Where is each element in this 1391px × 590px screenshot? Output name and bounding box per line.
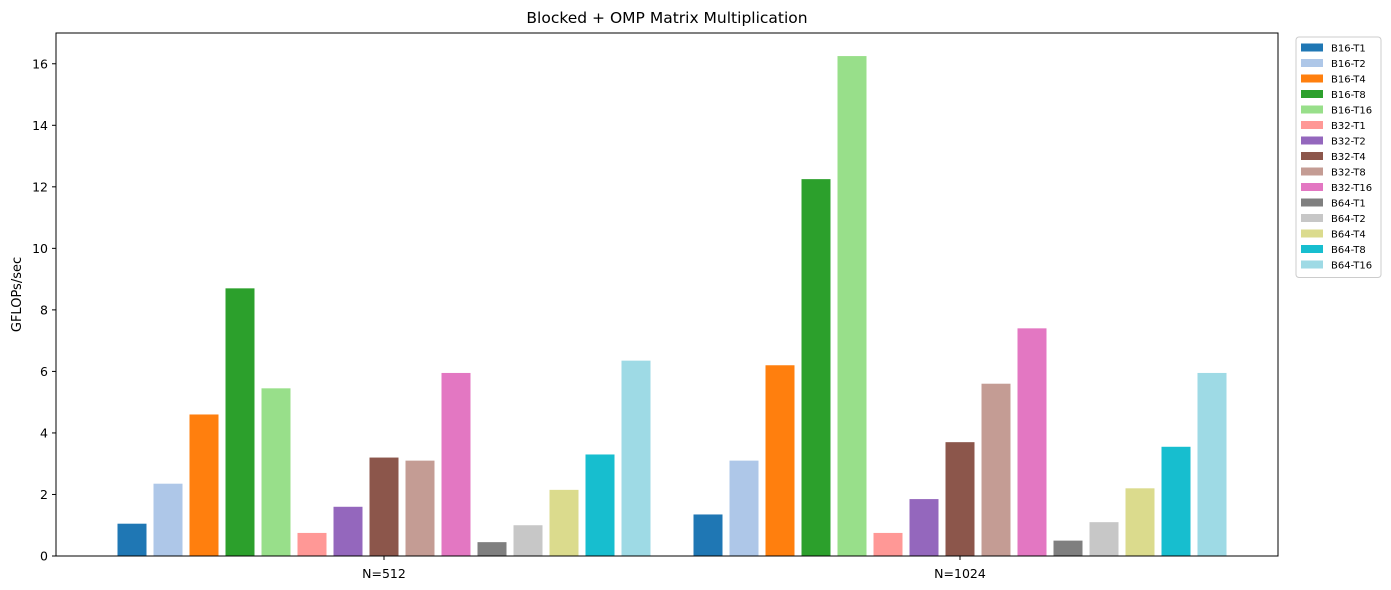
x-tick-label: N=512 [362, 566, 406, 581]
bar-b64-t1-n512 [477, 542, 507, 556]
legend-label: B32-T16 [1331, 183, 1372, 194]
bar-b16-t16-n1024 [837, 56, 867, 557]
bar-b16-t4-n512 [189, 414, 219, 556]
legend-swatch [1301, 245, 1323, 253]
bar-b32-t4-n512 [369, 457, 399, 556]
bar-b32-t1-n512 [297, 532, 327, 556]
legend-label: B32-T4 [1331, 152, 1366, 163]
legend-label: B16-T2 [1331, 59, 1366, 70]
bar-b16-t2-n1024 [729, 460, 759, 556]
bar-b16-t1-n1024 [693, 514, 723, 556]
legend: B16-T1 B16-T2 B16-T4 B16-T8 B16-T16 B32-T1 B32… [1295, 36, 1382, 278]
x-axis: N=512 N=1024 [362, 556, 986, 581]
y-tick-label: 8 [40, 302, 48, 317]
legend-swatch [1301, 260, 1323, 269]
bar-b32-t1-n1024 [873, 532, 903, 556]
bar-b32-t2-n512 [333, 506, 363, 556]
legend-swatch [1301, 152, 1323, 160]
chart-title: Blocked + OMP Matrix Multiplication [526, 9, 807, 27]
legend-swatch [1301, 105, 1323, 114]
legend-label: B64-T4 [1331, 230, 1366, 241]
y-tick-label: 4 [40, 425, 48, 440]
bar-b64-t4-n512 [549, 489, 579, 556]
plot-frame [55, 32, 1279, 557]
legend-swatch [1301, 214, 1323, 222]
bar-b32-t2-n1024 [909, 499, 939, 556]
bar-b64-t1-n1024 [1053, 540, 1083, 556]
y-tick-label: 10 [32, 241, 48, 256]
bar-b16-t8-n512 [225, 288, 255, 556]
y-tick-label: 6 [40, 364, 48, 379]
legend-label: B64-T16 [1331, 261, 1372, 272]
bar-b32-t8-n1024 [981, 383, 1011, 556]
legend-label: B16-T1 [1331, 44, 1366, 55]
y-tick-label: 14 [32, 118, 48, 133]
x-tick-label: N=1024 [934, 566, 986, 581]
y-axis: 0 2 4 6 8 10 12 14 16 [32, 56, 56, 564]
bar-b64-t4-n1024 [1125, 488, 1155, 556]
legend-label: B32-T1 [1331, 121, 1366, 132]
legend-swatch [1301, 74, 1323, 83]
bar-b16-t16-n512 [261, 388, 291, 556]
legend-swatch [1301, 43, 1323, 52]
legend-swatch [1301, 59, 1323, 67]
bar-b64-t16-n512 [621, 360, 651, 556]
legend-label: B64-T1 [1331, 199, 1366, 210]
legend-swatch [1301, 136, 1323, 145]
y-tick-label: 0 [40, 549, 48, 564]
legend-label: B64-T8 [1331, 245, 1366, 256]
y-tick-label: 16 [32, 56, 48, 71]
legend-label: B16-T4 [1331, 75, 1366, 86]
bar-b32-t8-n512 [405, 460, 435, 556]
legend-swatch [1301, 229, 1323, 238]
legend-label: B16-T16 [1331, 106, 1372, 117]
bar-b64-t8-n512 [585, 454, 615, 556]
legend-label: B32-T8 [1331, 168, 1366, 179]
y-tick-label: 12 [32, 179, 48, 194]
bar-b16-t4-n1024 [765, 365, 795, 556]
bar-b64-t2-n512 [513, 525, 543, 556]
bar-b64-t2-n1024 [1089, 522, 1119, 556]
legend-swatch [1301, 167, 1323, 176]
bar-b32-t16-n1024 [1017, 328, 1047, 556]
bar-b16-t2-n512 [153, 483, 183, 556]
y-axis-label: GFLOPs/sec [10, 257, 25, 332]
legend-label: B64-T2 [1331, 214, 1366, 225]
bar-b32-t4-n1024 [945, 442, 975, 556]
bars-group [117, 56, 1227, 557]
bar-b64-t8-n1024 [1161, 446, 1191, 556]
y-tick-label: 2 [40, 487, 48, 502]
legend-label: B16-T8 [1331, 90, 1366, 101]
legend-swatch [1301, 198, 1323, 207]
bar-b16-t1-n512 [117, 523, 147, 556]
legend-swatch [1301, 183, 1323, 191]
bar-b32-t16-n512 [441, 372, 471, 556]
legend-swatch [1301, 121, 1323, 129]
bar-b64-t16-n1024 [1197, 372, 1227, 556]
legend-swatch [1301, 90, 1323, 98]
bar-b16-t8-n1024 [801, 179, 831, 556]
legend-label: B32-T2 [1331, 137, 1366, 148]
